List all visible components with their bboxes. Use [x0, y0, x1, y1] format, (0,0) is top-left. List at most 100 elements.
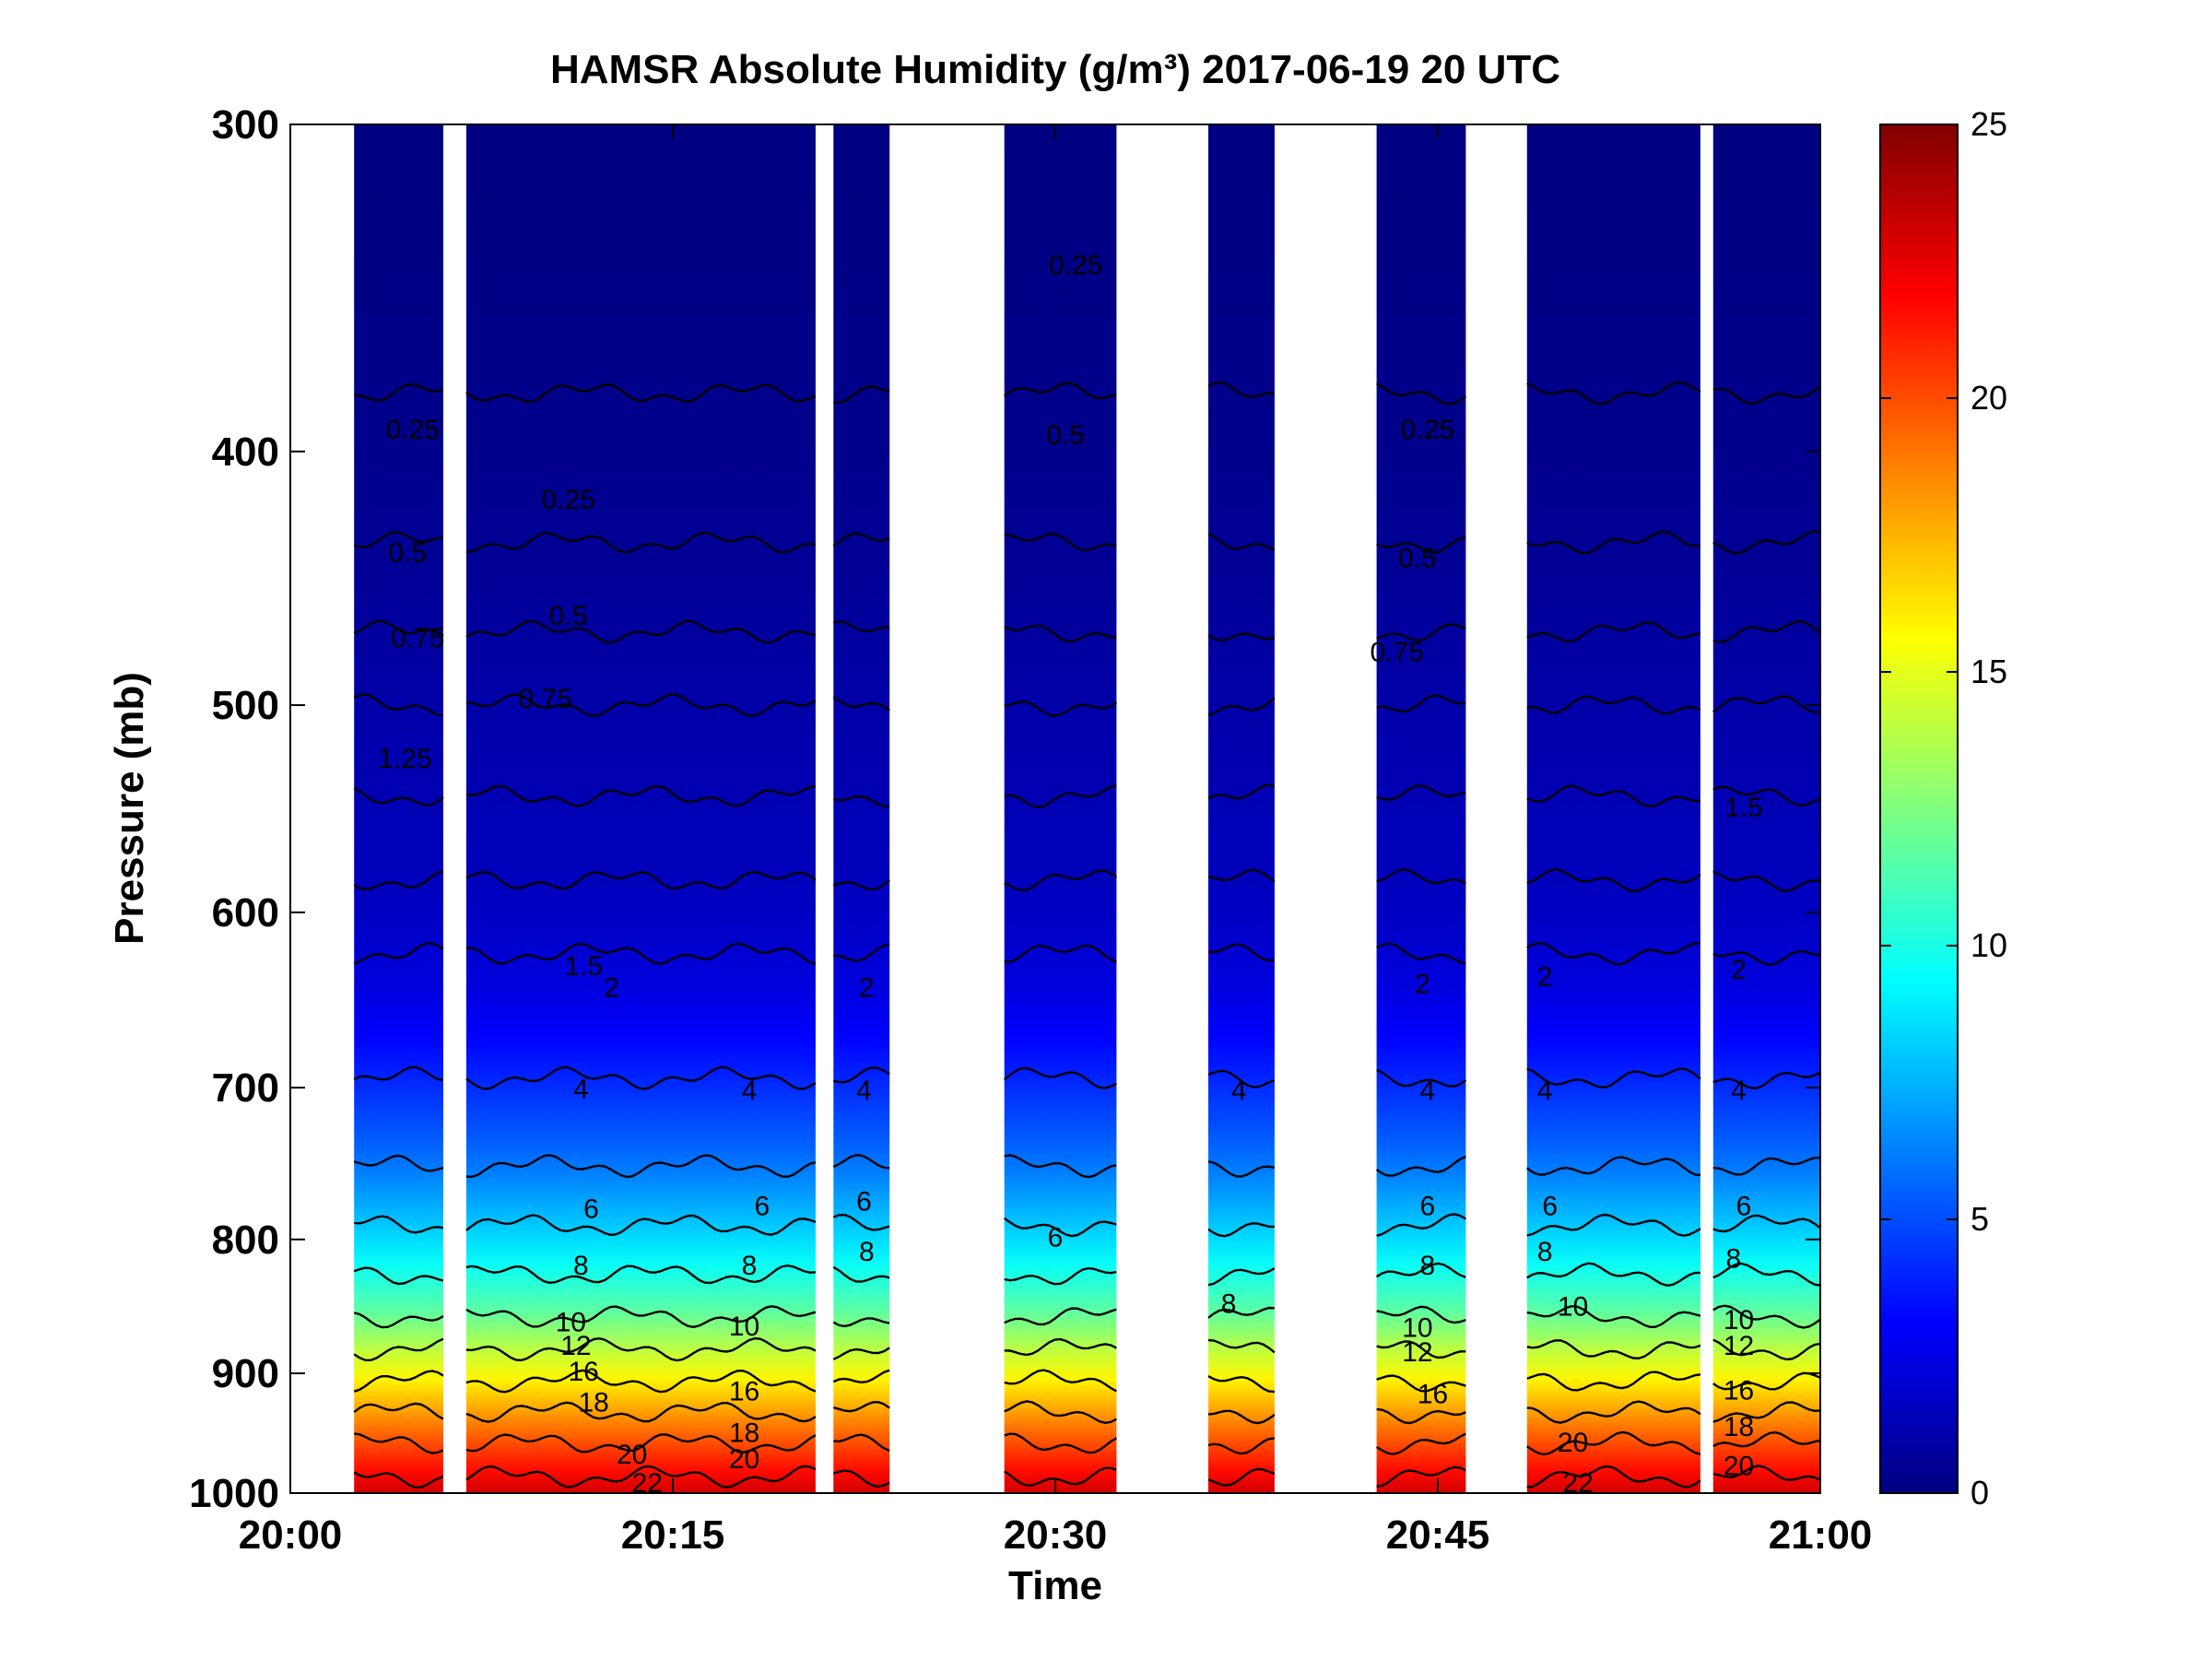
contour-line-2-seg-0	[353, 942, 444, 965]
contour-line-4-seg-1	[465, 1065, 817, 1090]
y-tick-label: 1000	[189, 1471, 279, 1516]
contour-line-16-seg-0	[353, 1370, 444, 1393]
contour-line-0.75-seg-2	[832, 619, 890, 633]
contour-label: 4	[856, 1076, 872, 1106]
y-tick-label: 300	[212, 102, 279, 147]
colorbar-tick-label: 15	[1971, 653, 2007, 690]
contour-line-0.25-seg-4	[1207, 381, 1276, 398]
contour-label: 16	[1724, 1375, 1754, 1406]
contour-line-14-seg-2	[832, 1347, 890, 1360]
colorbar-tick-label: 0	[1971, 1474, 1989, 1512]
contour-line-16-seg-1	[465, 1369, 817, 1394]
contour-line-20-seg-0	[354, 1432, 444, 1454]
contour-line-1.25-seg-1	[465, 784, 817, 807]
contour-line-14-seg-0	[353, 1337, 444, 1362]
contour-line-12-seg-4	[1207, 1306, 1275, 1319]
contour-line-0.5-seg-3	[1004, 533, 1117, 552]
contour-line-0.25-seg-6	[1526, 381, 1701, 406]
contour-label: 22	[1563, 1468, 1594, 1499]
contour-line-8-seg-5	[1376, 1213, 1466, 1238]
contour-line-0.5-seg-7	[1712, 530, 1820, 555]
contour-label: 4	[742, 1076, 758, 1106]
contour-line-1.25-seg-6	[1526, 784, 1701, 808]
y-tick-label: 800	[212, 1218, 279, 1263]
contour-label: 0.25	[386, 415, 440, 445]
contour-line-16-seg-3	[1004, 1369, 1117, 1393]
contour-line-20-seg-7	[1712, 1430, 1820, 1448]
contour-label: 0.5	[1046, 420, 1085, 451]
y-axis-label: Pressure (mb)	[107, 672, 152, 945]
contour-line-16-seg-2	[832, 1369, 890, 1384]
contour-label: 0.5	[549, 601, 588, 631]
x-tick-label: 20:00	[239, 1512, 343, 1558]
contour-line-12-seg-1	[465, 1305, 817, 1329]
contour-line-4-seg-3	[1003, 1066, 1117, 1089]
contour-line-18-seg-7	[1712, 1401, 1820, 1423]
contour-line-12-seg-7	[1712, 1304, 1820, 1329]
contour-line-14-seg-7	[1712, 1338, 1820, 1361]
contour-label: 6	[754, 1191, 770, 1221]
contour-line-6-seg-0	[353, 1154, 444, 1172]
contour-line-20-seg-3	[1004, 1432, 1118, 1454]
contour-line-1.25-seg-0	[353, 786, 444, 806]
contour-label: 22	[632, 1468, 663, 1499]
colorbar-ticks: 0 5 10 15 20 25	[1880, 105, 2007, 1512]
contour-line-10-seg-2	[832, 1265, 890, 1283]
chart-title: HAMSR Absolute Humidity (g/m³) 2017-06-1…	[550, 47, 1560, 92]
contour-line-4-seg-0	[353, 1065, 444, 1082]
contour-line-1.5-seg-1	[465, 870, 817, 890]
contour-line-12-seg-6	[1526, 1304, 1701, 1329]
contour-line-10-seg-4	[1207, 1267, 1276, 1287]
contour-line-22-seg-5	[1376, 1465, 1466, 1488]
data-segment-0	[354, 124, 443, 1493]
contour-label: 18	[579, 1388, 609, 1418]
contour-label: 6	[856, 1187, 872, 1218]
contour-label: 4	[1420, 1076, 1436, 1106]
contour-label: 20	[1724, 1452, 1754, 1482]
contour-label: 2	[604, 972, 619, 1003]
contour-line-1.5-seg-6	[1526, 867, 1701, 893]
contour-line-0.5-seg-0	[353, 531, 444, 548]
contour-line-12-seg-5	[1376, 1305, 1466, 1324]
contour-line-1.25-seg-3	[1004, 783, 1117, 808]
contour-line-0.75-seg-1	[465, 619, 817, 644]
contour-line-1.5-seg-0	[353, 870, 444, 891]
contour-line-6-seg-6	[1526, 1156, 1701, 1177]
contour-line-18-seg-1	[465, 1401, 817, 1423]
contour-label: 16	[1418, 1379, 1448, 1409]
contour-line-0.75-seg-6	[1526, 620, 1701, 643]
contour-line-1-seg-0	[353, 693, 444, 717]
contour-label: 2	[1415, 969, 1430, 999]
contour-line-1.5-seg-2	[832, 879, 890, 891]
contour-label: 12	[1724, 1331, 1754, 1361]
contour-line-1-seg-1	[465, 692, 817, 718]
contour-line-16-seg-6	[1526, 1371, 1701, 1392]
contour-line-1-seg-5	[1376, 694, 1466, 713]
contour-line-1.5-seg-3	[1004, 869, 1118, 892]
contour-line-22-seg-0	[353, 1471, 444, 1489]
colorbar-gradient	[1879, 124, 1959, 1494]
contour-label: 6	[583, 1194, 599, 1224]
contour-label: 0.75	[1371, 638, 1424, 668]
contour-line-2-seg-3	[1004, 944, 1117, 963]
contour-label: 4	[1537, 1076, 1553, 1106]
contour-line-20-seg-5	[1375, 1432, 1466, 1455]
contour-label: 10	[1724, 1305, 1754, 1335]
contour-line-14-seg-6	[1526, 1339, 1701, 1360]
contour-line-10-seg-3	[1004, 1266, 1117, 1286]
contour-label: 0.5	[388, 538, 427, 569]
x-tick-label: 20:30	[1004, 1512, 1108, 1558]
contour-line-1-seg-4	[1207, 697, 1276, 717]
contour-line-16-seg-5	[1376, 1374, 1466, 1393]
contour-line-0.25-seg-2	[833, 385, 890, 405]
colorbar: 0 5 10 15 20 25	[1879, 105, 2007, 1512]
contour-line-18-seg-5	[1376, 1407, 1466, 1425]
colorbar-tick-label: 5	[1971, 1200, 1989, 1238]
contour-line-1.25-seg-4	[1207, 783, 1276, 800]
contour-line-16-seg-7	[1712, 1371, 1820, 1391]
y-tick-label: 600	[212, 890, 279, 935]
contour-line-0.25-seg-3	[1003, 382, 1117, 400]
contour-line-12-seg-2	[832, 1317, 890, 1328]
contour-line-10-seg-7	[1712, 1262, 1820, 1287]
